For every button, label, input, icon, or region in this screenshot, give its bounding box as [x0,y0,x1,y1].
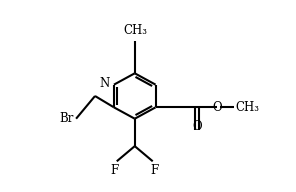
Text: Br: Br [59,112,73,125]
Text: N: N [99,77,110,90]
Text: CH₃: CH₃ [235,101,259,114]
Text: O: O [212,101,222,114]
Text: CH₃: CH₃ [124,24,148,37]
Text: F: F [111,164,119,177]
Text: O: O [192,120,202,133]
Text: F: F [150,164,159,177]
